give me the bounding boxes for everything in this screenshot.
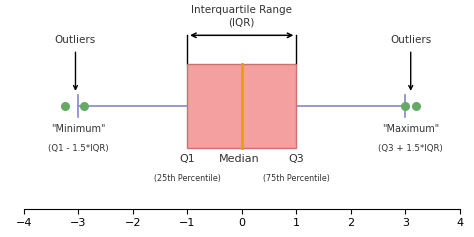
Text: Median: Median [219,154,259,164]
Text: Q1: Q1 [179,154,195,164]
Text: Outliers: Outliers [55,35,96,46]
Text: (75th Percentile): (75th Percentile) [263,174,330,183]
Text: Q3: Q3 [288,154,304,164]
Text: Outliers: Outliers [390,35,431,46]
Text: Interquartile Range: Interquartile Range [191,5,292,15]
Text: (Q1 - 1.5*IQR): (Q1 - 1.5*IQR) [48,144,109,153]
Bar [187,64,296,148]
Text: "Minimum": "Minimum" [51,124,105,134]
Text: (Q3 + 1.5*IQR): (Q3 + 1.5*IQR) [378,144,443,153]
Text: "Maximum": "Maximum" [382,124,439,134]
Text: (IQR): (IQR) [228,17,255,27]
Text: (25th Percentile): (25th Percentile) [154,174,221,183]
